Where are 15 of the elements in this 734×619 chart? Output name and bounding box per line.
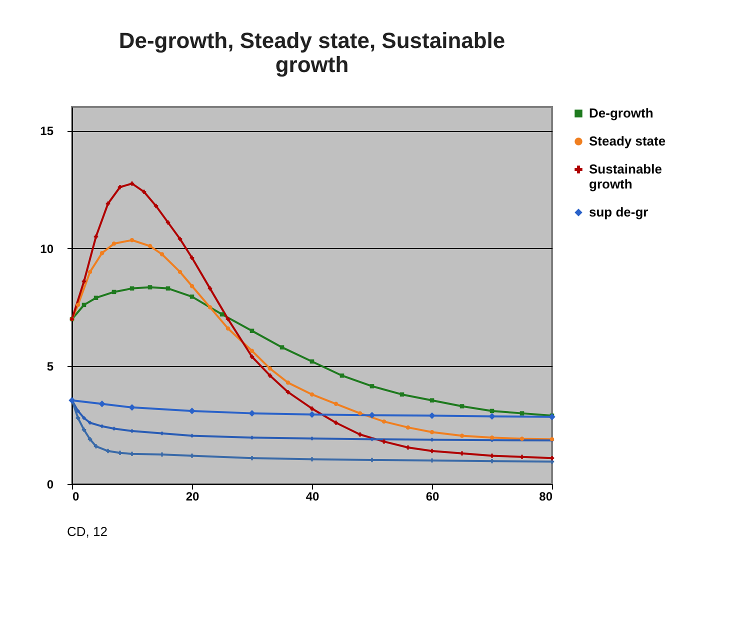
legend-label: sup de-gr [589, 204, 648, 220]
legend-label: Steady state [589, 134, 666, 148]
x-tick-label: 0 [72, 490, 80, 504]
x-tick-label: 80 [539, 490, 553, 504]
y-tick-label: 0 [46, 478, 54, 492]
y-tick-label: 15 [40, 124, 54, 138]
text: CD, 12 [67, 524, 108, 539]
legend-label: De-growth [589, 106, 654, 120]
y-tick-label: 5 [46, 360, 54, 374]
legend-label: Sustainable growth [589, 162, 662, 192]
x-tick-label: 20 [186, 490, 200, 504]
x-tick-label: 60 [426, 490, 440, 504]
x-tick-label: 40 [306, 490, 320, 504]
chart-title: De-growth, Steady state, Sustainable growth [118, 28, 506, 77]
y-tick-label: 10 [40, 242, 54, 256]
